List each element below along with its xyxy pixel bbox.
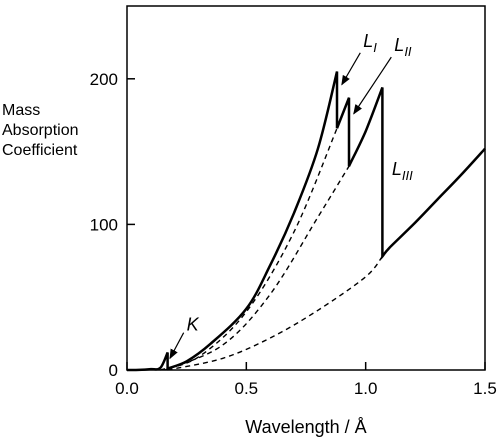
y-axis-label-line: Mass <box>2 102 41 119</box>
x-tick-label: 1.5 <box>473 379 497 398</box>
edge-label-lii: LII <box>394 35 412 59</box>
edge-label-liii: LIII <box>392 159 413 183</box>
y-tick-label: 0 <box>109 361 118 380</box>
y-tick-label: 200 <box>90 70 118 89</box>
extrapolated-curve-1 <box>160 128 338 371</box>
edge-arrow <box>341 52 361 86</box>
x-tick-label: 1.0 <box>354 379 378 398</box>
absorption-curve <box>126 71 486 372</box>
x-axis-label: Wavelength / Å <box>245 417 366 437</box>
x-tick-label: 0.5 <box>235 379 259 398</box>
y-tick-label: 100 <box>90 215 118 234</box>
y-axis-label-line: Coefficient <box>2 142 78 159</box>
edge-label-li: LI <box>363 31 377 55</box>
edge-label-k: K <box>187 315 200 335</box>
plot-frame <box>126 5 486 371</box>
edge-arrow <box>169 332 185 360</box>
edge-arrow <box>353 56 392 115</box>
y-axis-label: Mass Absorption Coefficient <box>2 101 79 161</box>
extrapolated-curve-3 <box>167 255 383 371</box>
series-layer <box>126 71 486 372</box>
annotations-layer: K LI LII LIII <box>169 31 413 360</box>
x-tick-label: 0.0 <box>115 379 139 398</box>
y-axis-label-line: Absorption <box>2 122 79 139</box>
extrapolated-curve-2 <box>164 165 350 371</box>
ticks-layer: 0.0 0.5 1.0 1.5 0 100 200 <box>90 70 497 398</box>
